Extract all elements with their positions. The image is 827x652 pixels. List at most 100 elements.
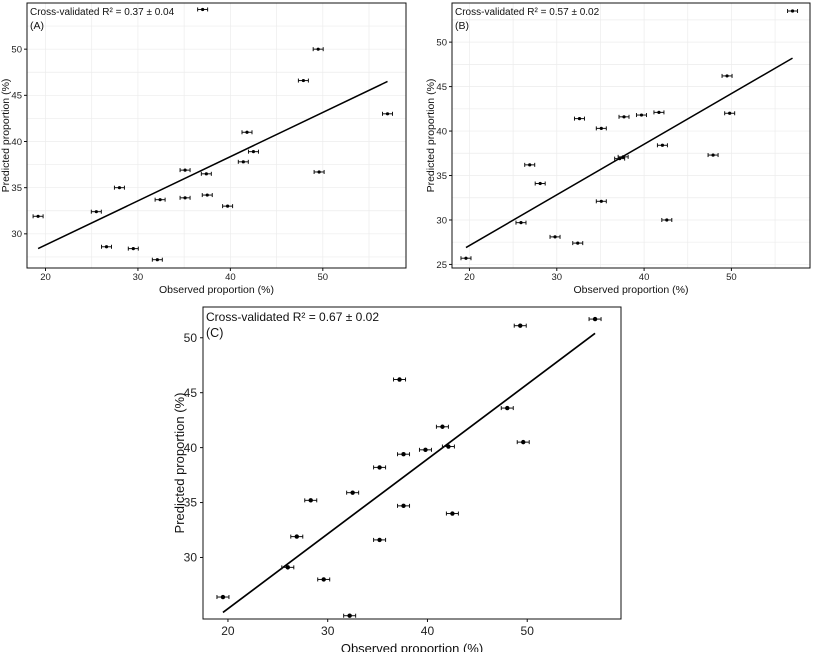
point-marker [464,256,468,260]
data-point [661,217,673,222]
point-marker [385,112,390,116]
point-marker [201,7,205,12]
data-point [707,153,719,158]
data-point [247,149,259,154]
data-point [573,116,585,121]
plot-frame [451,2,811,269]
data-point [373,537,387,543]
point-marker [204,172,208,176]
panel-label: (C) [206,326,223,340]
data-point [151,257,163,262]
point-marker [521,439,526,445]
point-marker [528,163,532,167]
data-point [534,181,546,186]
x-tick-label: 20 [464,272,475,283]
data-point [595,126,607,131]
y-tick-label: 45 [11,91,22,102]
data-point [90,209,102,214]
point-marker [251,150,256,154]
point-marker [285,565,290,570]
point-marker [301,78,305,83]
data-point [281,565,295,570]
point-marker [639,113,644,117]
data-point [513,323,527,328]
r2-annotation: Cross-validated R² = 0.67 ± 0.02 [206,310,379,324]
data-point [617,154,629,159]
regression-line [465,57,793,249]
y-tick-label: 25 [436,260,447,271]
y-tick-label: 50 [11,44,22,55]
point-marker [618,157,622,161]
point-marker [538,181,542,186]
point-marker [158,198,162,202]
point-marker [317,170,321,174]
point-marker [450,511,455,516]
data-point [290,534,304,539]
point-marker [155,258,159,262]
point-marker [131,247,135,251]
data-point [653,110,665,115]
point-marker [440,424,445,429]
point-marker [94,210,98,214]
y-tick-label: 45 [436,82,447,93]
panel-label: (A) [30,20,44,32]
point-marker [553,235,557,239]
data-point [382,111,394,116]
plot-area [452,3,810,268]
data-point [549,234,561,239]
data-point [313,169,325,174]
data-point [343,613,357,618]
data-point [595,199,607,204]
y-tick-label: 35 [184,496,198,510]
panel-b-chart: 20 30 40 50 25 30 35 40 45 50 Cross-validated R² =… [425,2,811,296]
data-point [237,159,249,164]
point-marker [321,577,326,582]
data-point [201,193,213,198]
point-marker [592,316,598,322]
point-marker [711,153,715,157]
point-marker [401,452,406,457]
data-point [460,256,472,261]
point-marker [205,193,209,197]
regression-line [37,80,388,250]
data-point [397,503,411,509]
point-marker [36,214,40,218]
x-tick-label: 50 [521,624,535,638]
data-point [635,113,647,118]
point-marker [397,377,402,382]
point-marker [577,117,582,121]
point-marker [183,168,187,172]
plot-frame [26,2,407,269]
regression-line [222,332,596,614]
grid-lines [452,3,810,268]
x-tick-label: 30 [551,272,562,283]
point-marker [599,199,603,203]
panel-c-chart: 20 30 40 50 30 35 40 45 50 Cross-validated R² = 0… [172,306,622,652]
x-tick-label: 30 [133,272,144,283]
data-point [346,490,360,495]
point-marker [725,74,729,78]
y-axis-label: Predicted proportion (%) [0,79,12,193]
y-tick-label: 40 [184,441,198,455]
point-marker [183,196,187,200]
point-marker [505,405,510,411]
point-marker [104,245,109,249]
x-tick-label: 30 [321,624,335,638]
x-tick-label: 40 [639,272,650,283]
panel-a-chart: 20 30 40 50 30 35 40 45 50 Cross-validated R² = 0… [0,2,407,296]
data-point [179,195,191,200]
point-marker [665,218,669,222]
point-marker [377,537,382,543]
r2-annotation: Cross-validated R² = 0.57 ± 0.02 [455,7,600,18]
point-marker [377,465,382,470]
x-tick-label: 20 [40,272,51,283]
point-marker [294,534,299,539]
data-point [618,114,630,119]
data-point [588,316,602,322]
x-axis-label: Observed proportion (%) [574,284,689,296]
point-marker [790,9,795,13]
x-tick-label: 20 [221,624,235,638]
data-point [241,130,253,135]
y-tick-label: 35 [436,171,447,182]
